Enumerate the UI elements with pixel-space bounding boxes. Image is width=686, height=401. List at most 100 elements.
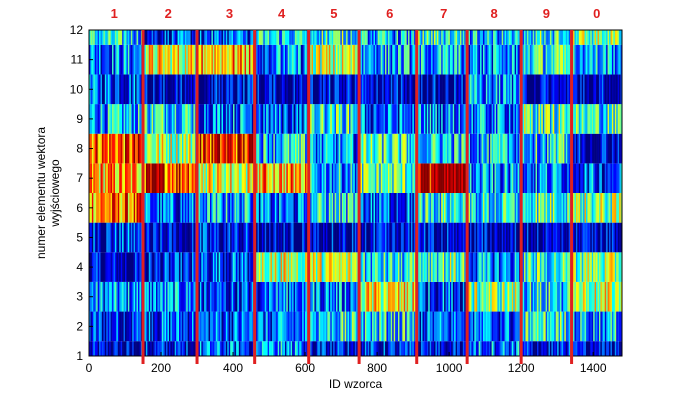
heatmap-cell xyxy=(564,30,567,45)
heatmap-cell xyxy=(127,252,130,282)
heatmap-cell xyxy=(154,193,157,223)
heatmap-cell xyxy=(464,341,466,356)
heatmap-cell xyxy=(305,252,307,282)
heatmap-cell xyxy=(493,30,495,45)
heatmap-cell xyxy=(314,133,317,164)
heatmap-cell xyxy=(234,252,237,282)
heatmap-cell xyxy=(565,222,568,253)
heatmap-cell xyxy=(122,281,124,312)
heatmap-cell xyxy=(490,193,492,223)
heatmap-cell xyxy=(174,44,177,75)
heatmap-cell xyxy=(369,341,371,356)
heatmap-cell xyxy=(360,311,363,342)
heatmap-cell xyxy=(283,252,286,282)
heatmap-cell xyxy=(573,281,575,312)
heatmap-cell xyxy=(590,193,593,223)
heatmap-cell xyxy=(449,341,452,356)
heatmap-cell xyxy=(314,341,317,356)
heatmap-cell xyxy=(113,104,116,134)
heatmap-cell xyxy=(454,163,456,193)
heatmap-cell xyxy=(147,222,150,253)
heatmap-cell xyxy=(419,311,422,342)
heatmap-cell xyxy=(549,44,552,75)
heatmap-cell xyxy=(284,281,287,312)
heatmap-cell xyxy=(148,252,151,282)
heatmap-cell xyxy=(494,104,497,134)
heatmap-cell xyxy=(552,281,555,312)
heatmap-cell xyxy=(596,163,598,193)
heatmap-cell xyxy=(183,222,186,253)
heatmap-cell xyxy=(184,133,187,164)
heatmap-cell xyxy=(205,252,208,282)
heatmap-cell xyxy=(353,341,356,356)
heatmap-cell xyxy=(117,222,120,253)
heatmap-cell xyxy=(170,74,173,105)
heatmap-cell xyxy=(487,163,490,193)
heatmap-cell xyxy=(317,341,320,356)
heatmap-cell xyxy=(351,193,354,223)
heatmap-cell xyxy=(555,252,558,282)
heatmap-cell xyxy=(616,133,618,164)
heatmap-cell xyxy=(235,44,238,75)
heatmap-cell xyxy=(269,311,271,342)
heatmap-cell xyxy=(109,163,111,193)
heatmap-cell xyxy=(428,281,430,312)
heatmap-cell xyxy=(204,311,206,342)
heatmap-cell xyxy=(510,281,513,312)
heatmap-cell xyxy=(554,341,557,356)
heatmap-cell xyxy=(351,252,354,282)
heatmap-cell xyxy=(241,74,244,105)
heatmap-cell xyxy=(190,341,193,356)
heatmap-cell xyxy=(237,341,240,356)
heatmap-cell xyxy=(129,193,132,223)
heatmap-cell xyxy=(261,30,264,45)
heatmap-cell xyxy=(241,30,244,45)
heatmap-cell xyxy=(224,30,227,45)
heatmap-cell xyxy=(346,104,348,134)
heatmap-cell xyxy=(594,281,597,312)
heatmap-cell xyxy=(171,193,174,223)
heatmap-cell xyxy=(349,281,351,312)
heatmap-cell xyxy=(201,281,204,312)
heatmap-cell xyxy=(389,311,392,342)
heatmap-cell xyxy=(353,281,356,312)
heatmap-cell xyxy=(287,281,290,312)
heatmap-cell xyxy=(434,311,436,342)
heatmap-cell xyxy=(431,104,433,134)
heatmap-cell xyxy=(263,252,266,282)
heatmap-cell xyxy=(260,341,263,356)
heatmap-cell xyxy=(364,30,367,45)
heatmap-cell xyxy=(393,222,396,253)
heatmap-cell xyxy=(472,30,475,45)
heatmap-cell xyxy=(356,222,358,253)
heatmap-cell xyxy=(573,193,575,223)
heatmap-cell xyxy=(207,74,209,105)
heatmap-cell xyxy=(445,104,448,134)
heatmap-cell xyxy=(227,193,230,223)
heatmap-cell xyxy=(419,252,422,282)
heatmap-cell xyxy=(418,44,420,75)
heatmap-cell xyxy=(481,193,484,223)
heatmap-cell xyxy=(603,133,606,164)
heatmap-cell xyxy=(454,30,456,45)
heatmap-cell xyxy=(113,252,116,282)
heatmap-cell xyxy=(109,222,111,253)
heatmap-cell xyxy=(462,281,465,312)
heatmap-cell xyxy=(284,252,287,282)
heatmap-cell xyxy=(593,104,595,134)
heatmap-cell xyxy=(577,163,580,193)
heatmap-cell xyxy=(480,163,482,193)
heatmap-cell xyxy=(150,104,152,134)
heatmap-cell xyxy=(126,311,129,342)
heatmap-cell xyxy=(351,163,354,193)
heatmap-cell xyxy=(199,163,202,193)
heatmap-cell xyxy=(171,133,174,164)
heatmap-cell xyxy=(451,341,454,356)
heatmap-cell xyxy=(495,193,498,223)
heatmap-cell xyxy=(297,74,300,105)
heatmap-cell xyxy=(425,74,428,105)
heatmap-cell xyxy=(151,341,154,356)
heatmap-cell xyxy=(340,281,343,312)
heatmap-cell xyxy=(314,252,317,282)
heatmap-cell xyxy=(542,222,545,253)
